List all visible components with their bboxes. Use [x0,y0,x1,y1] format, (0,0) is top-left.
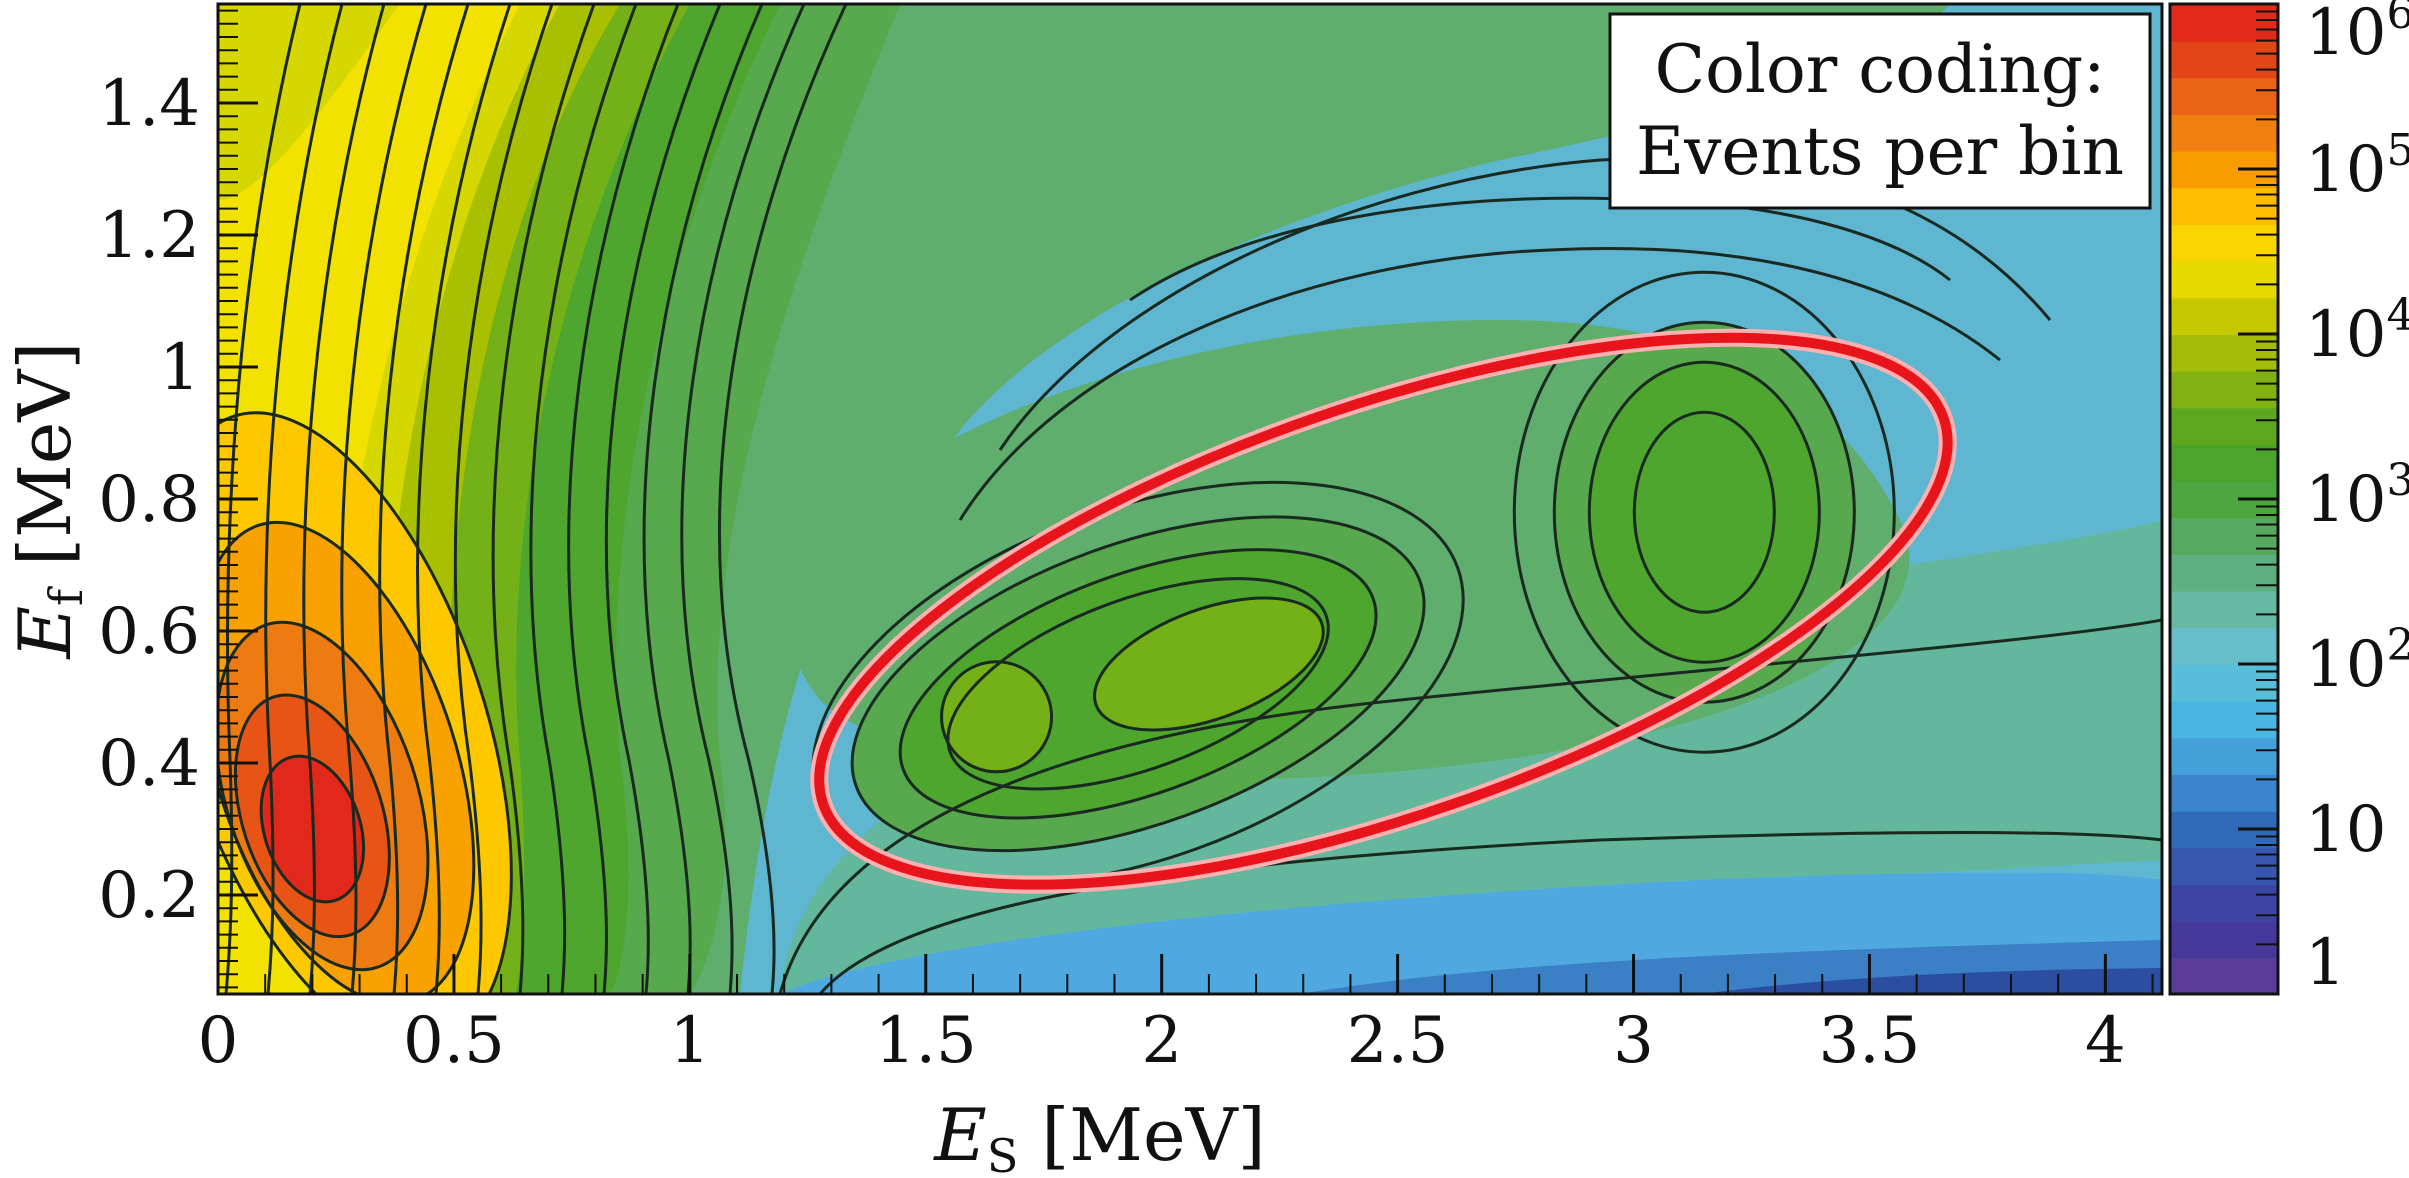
y-tick-label: 0.4 [98,727,200,801]
colorbar-tick-label: 1 [2305,926,2346,1000]
colorbar-segment [2170,4,2278,42]
x-axis-ticks: 0 0.5 1 1.5 2 2.5 3 3.5 4 [198,954,2154,1078]
contour-line [946,577,1330,791]
heat-band [800,4,1950,560]
contour-line [850,515,1426,853]
contour-line [940,660,1054,774]
colorbar-segment [2170,77,2278,115]
contour-line [1093,596,1325,732]
annotation-ellipse [810,328,1957,894]
x-tick-label: 4 [2085,1004,2126,1078]
contour-line [264,4,344,994]
y-axis-label: Ef [MeV] [3,342,93,661]
heat-band [1634,412,1775,613]
contour-line [1632,410,1776,614]
contour-line [898,548,1378,820]
heat-band [1700,968,2162,994]
colorbar-ticks: 1 10 102 103 104 105 106 [2238,0,2409,1000]
y-tick-label: 0.8 [98,463,200,537]
contour-line [302,4,386,994]
colorbar-segment [2170,370,2278,409]
contour-line [718,4,848,994]
contour-line [233,693,391,939]
colorbar-segment [2170,590,2278,629]
contour-line [218,620,430,972]
legend-box: Color coding: Events per bin [1608,12,2152,210]
x-tick-label: 0 [198,1004,239,1078]
contour-line [1512,270,1896,754]
colorbar-segment [2170,260,2278,299]
contour-line [818,831,2162,994]
contour-line [1587,360,1821,664]
colorbar-segment [2170,737,2278,775]
x-axis-label: ES [MeV] [932,1093,1265,1178]
colorbar [2170,4,2278,995]
y-axis-ticks: 0.2 0.4 0.6 0.8 1 1.2 1.4 [98,9,258,989]
colorbar-segment [2170,297,2278,335]
y-tick-label: 1 [159,331,200,405]
contour-line [416,4,512,994]
contour-lines [218,4,2162,994]
colorbar-tick-label: 103 [2305,455,2409,537]
contour-line [491,4,596,994]
colorbar-segment [2170,957,2278,995]
contour-line [218,520,476,994]
colorbar-segment [2170,334,2278,372]
annotation-ellipse-stroke [814,332,1953,890]
colorbar-tick-label: 104 [2305,290,2409,372]
colorbar-segment [2170,407,2278,445]
colorbar-segment [2170,627,2278,665]
colorbar-segment [2170,664,2278,702]
colorbar-tick-label: 102 [2305,620,2409,702]
x-tick-label: 2 [1141,1004,1182,1078]
x-tick-label: 3.5 [1819,1004,1921,1078]
y-tick-label: 0.6 [98,595,200,669]
colorbar-segment [2170,40,2278,79]
colorbar-tick-label: 106 [2305,0,2409,70]
x-tick-label: 3 [1613,1004,1654,1078]
x-tick-label: 1.5 [875,1004,977,1078]
contour-line [998,157,2052,451]
x-tick-label: 2.5 [1347,1004,1449,1078]
contour-line [642,4,764,994]
contour-line [680,4,806,994]
contour-line [958,247,2001,521]
contour-line [218,411,513,994]
contour-line [259,754,366,904]
y-tick-label: 0.2 [98,859,200,933]
legend-line-2: Events per bin [1636,113,2124,190]
legend-line-1: Color coding: [1655,31,2106,108]
colorbar-tick-label: 10 [2305,793,2386,867]
heat-band [941,661,1052,772]
colorbar-tick-label: 105 [2305,125,2409,207]
y-tick-label: 1.4 [98,67,200,141]
x-tick-label: 1 [669,1004,710,1078]
contour-line [378,4,470,994]
contour-line [567,4,680,994]
x-tick-label: 0.5 [403,1004,505,1078]
y-tick-label: 1.2 [98,199,200,273]
contour-line [1129,196,1951,302]
contour-line [778,618,2162,994]
contour-line [605,4,722,994]
contour-line [529,4,638,994]
colorbar-segment [2170,920,2278,959]
colorbar-segment [2170,700,2278,739]
